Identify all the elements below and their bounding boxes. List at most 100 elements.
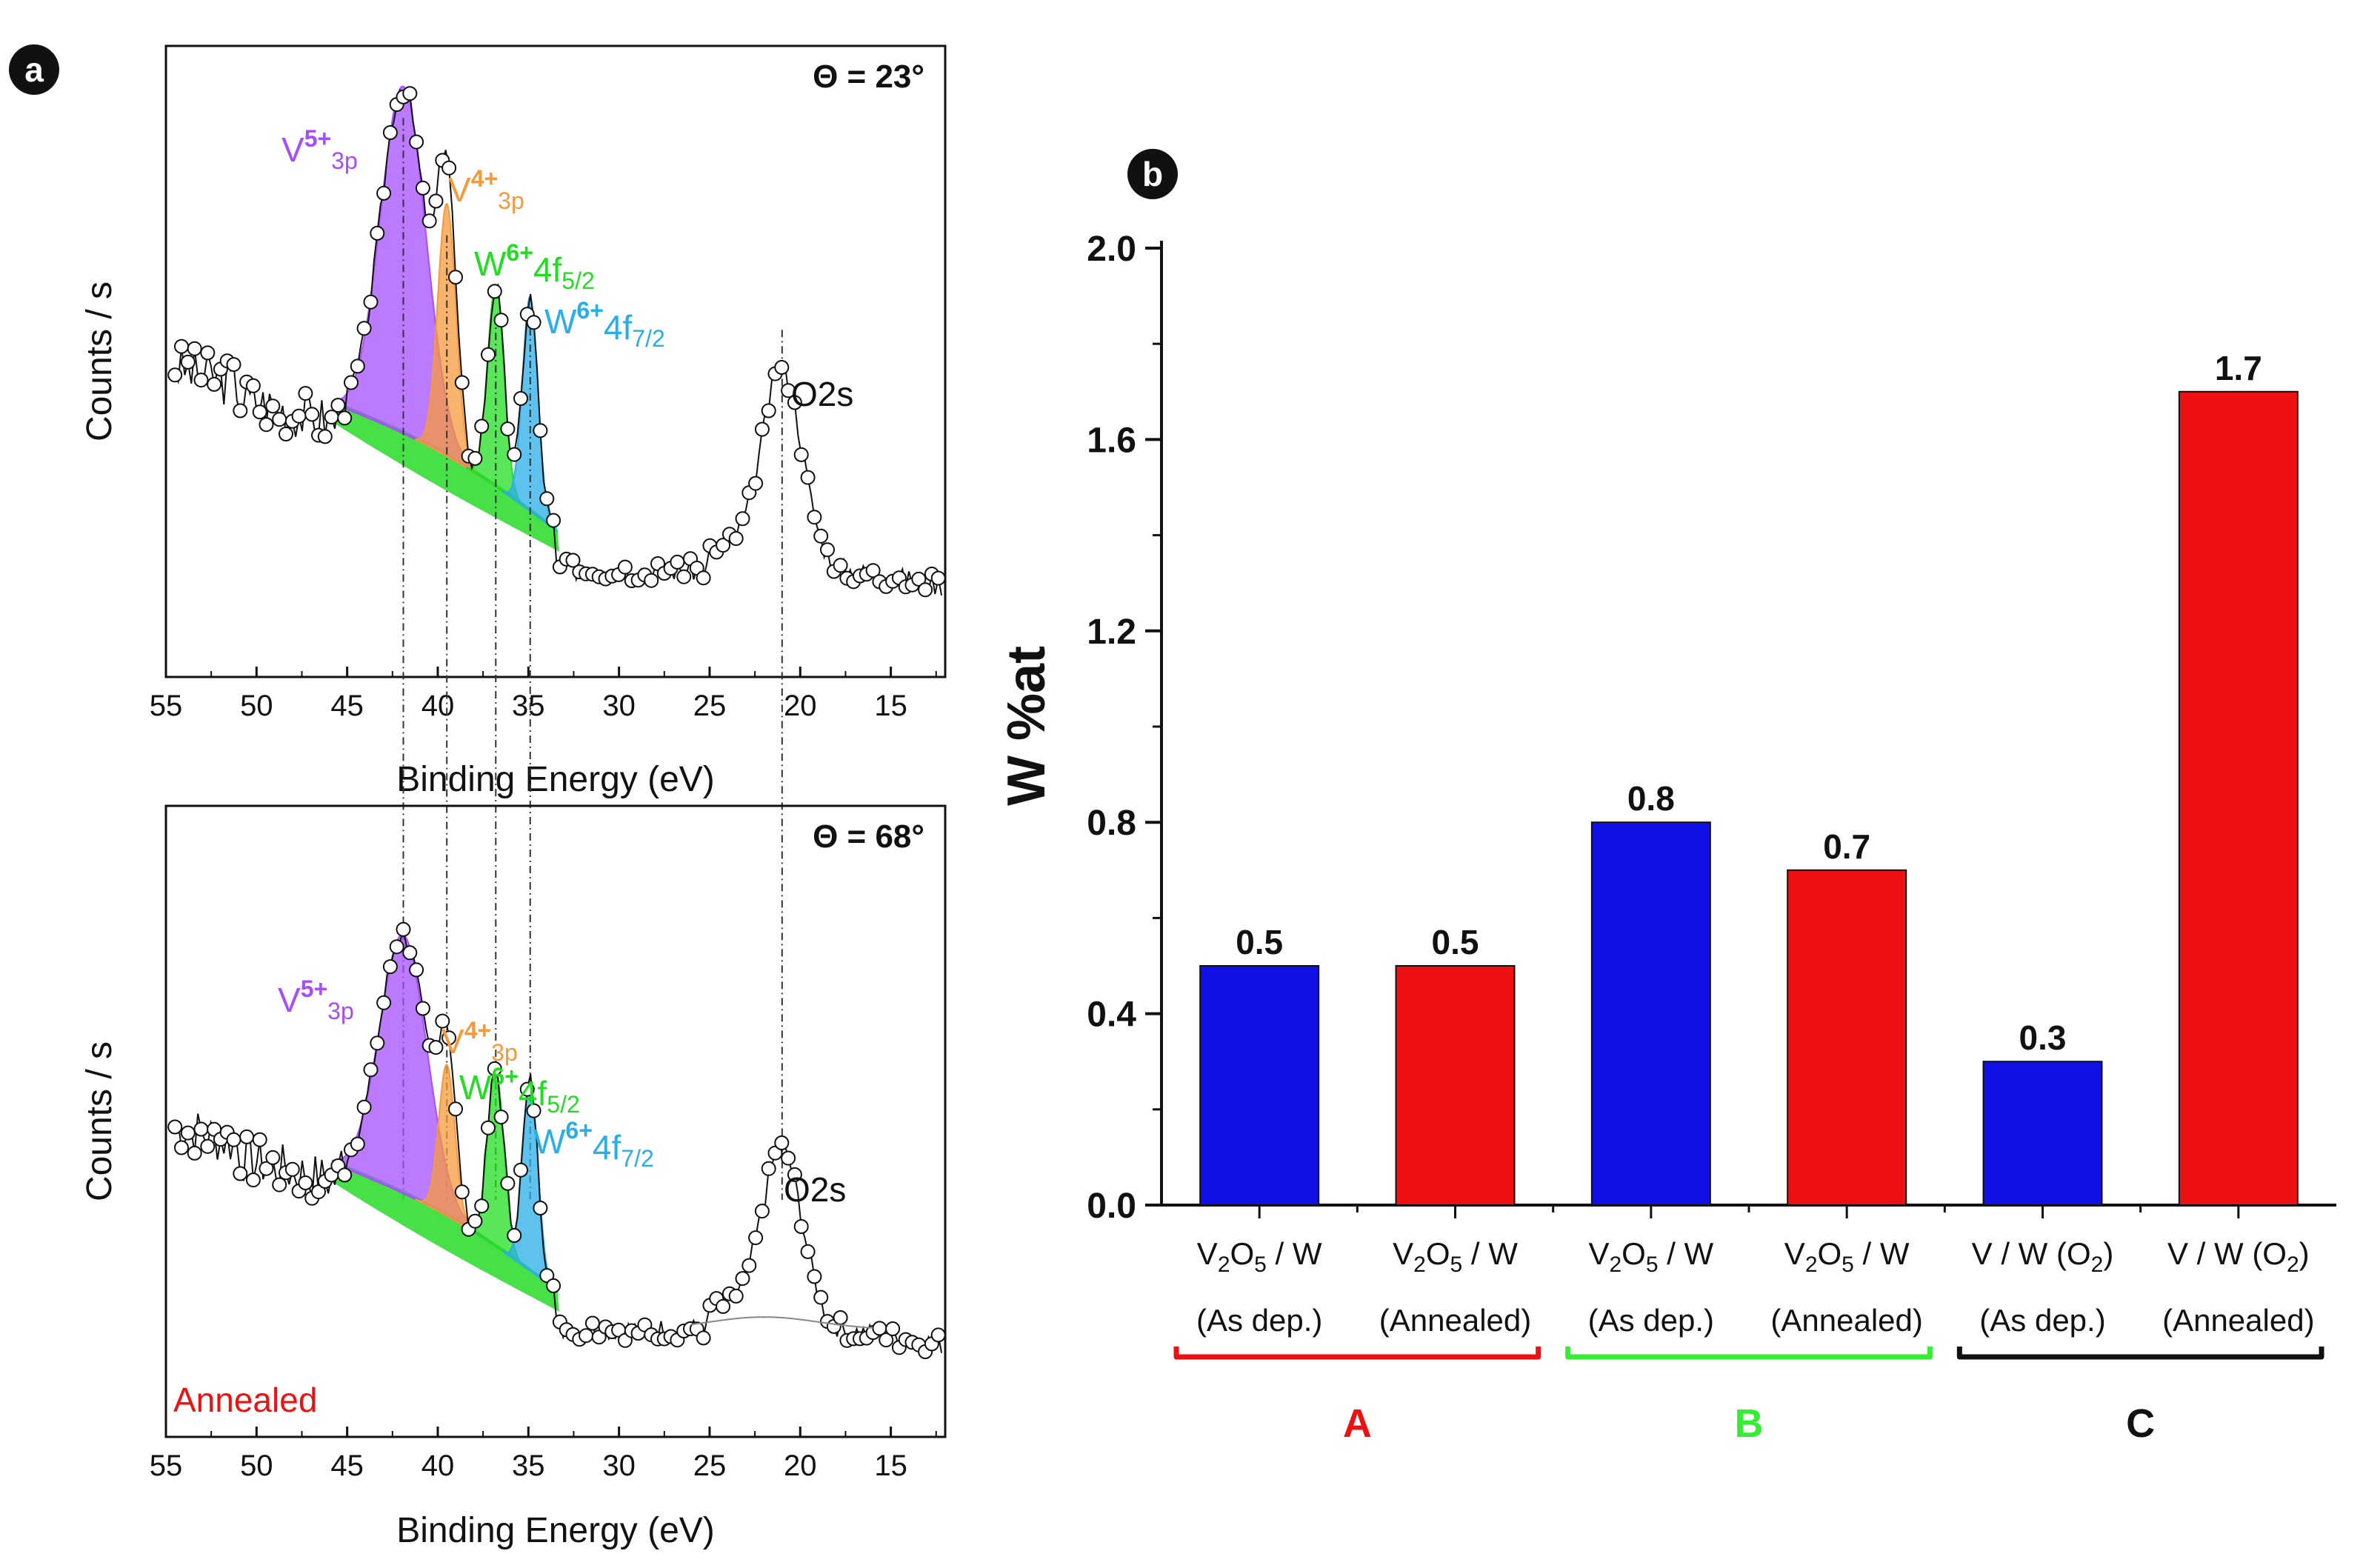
data-point — [493, 313, 509, 328]
category-sublabel: (Annealed) — [1770, 1303, 1922, 1338]
x-tick-label: 25 — [693, 1449, 727, 1482]
data-point — [716, 538, 731, 553]
xps-top-xlabel: Binding Energy (eV) — [396, 760, 715, 799]
data-point — [781, 383, 796, 398]
x-tick-label: 55 — [150, 690, 183, 722]
data-point — [200, 1138, 216, 1154]
data-point — [879, 1332, 894, 1348]
data-point — [467, 450, 483, 466]
bar-value-label: 0.8 — [1627, 779, 1675, 818]
data-point — [500, 1175, 516, 1191]
bar-value-label: 0.5 — [1432, 923, 1479, 961]
data-point — [728, 531, 744, 547]
x-tick-label: 25 — [693, 690, 727, 722]
x-tick-label: 50 — [240, 1449, 273, 1482]
data-point — [370, 225, 385, 241]
xps-bottom-plot: Θ = 68° Annealed Counts / s Binding Ener… — [80, 804, 947, 1550]
group-label: A — [1343, 1401, 1372, 1446]
data-point — [481, 1120, 496, 1135]
peak-label-0: V5+3p — [278, 975, 354, 1024]
x-tick-label: 35 — [512, 1449, 545, 1482]
data-point — [885, 1321, 901, 1336]
peak-label-2: W6+4f5/2 — [474, 239, 595, 294]
category-sublabel: (Annealed) — [1379, 1303, 1531, 1338]
bar-groups: A B C — [1173, 1347, 2324, 1446]
group-bracket — [1956, 1347, 2324, 1360]
data-point — [617, 559, 633, 575]
data-point — [774, 360, 790, 375]
x-tick-label: 20 — [784, 690, 817, 722]
data-point — [174, 1140, 189, 1155]
y-tick-label: 0.4 — [1087, 995, 1136, 1035]
o2s-baseline — [691, 1316, 873, 1329]
data-point — [415, 180, 430, 196]
data-point — [226, 357, 241, 373]
peak-label-3: W6+4f7/2 — [533, 1117, 654, 1172]
data-point — [519, 1081, 535, 1097]
data-point — [741, 1258, 757, 1273]
xps-top-ticks: 55 50 45 40 35 30 25 20 15 — [150, 667, 937, 722]
x-tick-label: 45 — [330, 690, 364, 722]
data-point — [421, 213, 437, 229]
data-point — [526, 315, 541, 330]
xps-bottom-xlabel: Binding Energy (eV) — [396, 1511, 715, 1550]
data-point — [748, 476, 764, 491]
bar-value-label: 0.5 — [1236, 923, 1283, 961]
bar — [2178, 390, 2299, 1206]
peak-label-1: V4+3p — [448, 165, 524, 214]
xps-top-plot: Θ = 23° Counts / s Binding Energy (eV) 5… — [80, 44, 947, 1200]
data-point — [793, 447, 809, 462]
x-tick-label: 35 — [512, 690, 545, 722]
data-point — [200, 345, 216, 361]
data-point — [526, 1103, 541, 1118]
data-point — [696, 570, 711, 586]
bar — [1787, 869, 1907, 1207]
data-point — [807, 1269, 822, 1284]
data-point — [409, 962, 424, 978]
data-point — [389, 939, 404, 955]
data-point — [279, 427, 293, 441]
category-sublabel: (Annealed) — [2162, 1303, 2314, 1338]
data-point — [761, 403, 776, 418]
data-point — [233, 403, 248, 418]
category-sublabel: (As dep.) — [1588, 1303, 1714, 1338]
peak-label-3: W6+4f7/2 — [544, 297, 665, 352]
peak-fill-v4 — [415, 1064, 484, 1239]
data-point — [487, 284, 502, 299]
data-point — [304, 407, 320, 422]
x-tick-label: 30 — [602, 690, 636, 722]
data-point — [207, 376, 222, 392]
data-point — [865, 563, 881, 578]
peak-label-4: O2s — [791, 375, 853, 413]
data-point — [748, 1230, 764, 1246]
data-point — [441, 160, 457, 176]
category-sublabel: (As dep.) — [1196, 1303, 1322, 1338]
data-point — [507, 1228, 522, 1243]
svg-text:b: b — [1142, 155, 1163, 193]
data-point — [167, 367, 183, 383]
category-label: V2O5 / W — [1588, 1236, 1713, 1277]
data-point — [363, 1062, 379, 1078]
background-fill — [333, 1160, 559, 1312]
data-point — [781, 1150, 796, 1166]
data-point — [833, 1310, 848, 1325]
data-point — [382, 125, 398, 140]
data-point — [396, 921, 411, 937]
data-point — [187, 341, 202, 356]
data-point — [813, 528, 829, 544]
data-point — [402, 86, 418, 101]
x-tick-label: 20 — [784, 1449, 817, 1482]
data-point — [833, 558, 848, 573]
data-point — [311, 1184, 326, 1200]
xps-top-title: Θ = 23° — [813, 59, 924, 95]
xps-top-frame — [164, 44, 947, 678]
data-point — [291, 408, 307, 424]
data-point — [233, 1166, 248, 1181]
data-point — [298, 386, 313, 401]
data-point — [546, 1278, 561, 1293]
group-bracket — [1173, 1347, 1542, 1360]
data-point — [474, 1198, 490, 1214]
xps-top-peak-labels: V5+3p V4+3p W6+4f5/2W6+4f7/2 O2s — [281, 125, 853, 413]
data-point — [284, 1161, 300, 1177]
